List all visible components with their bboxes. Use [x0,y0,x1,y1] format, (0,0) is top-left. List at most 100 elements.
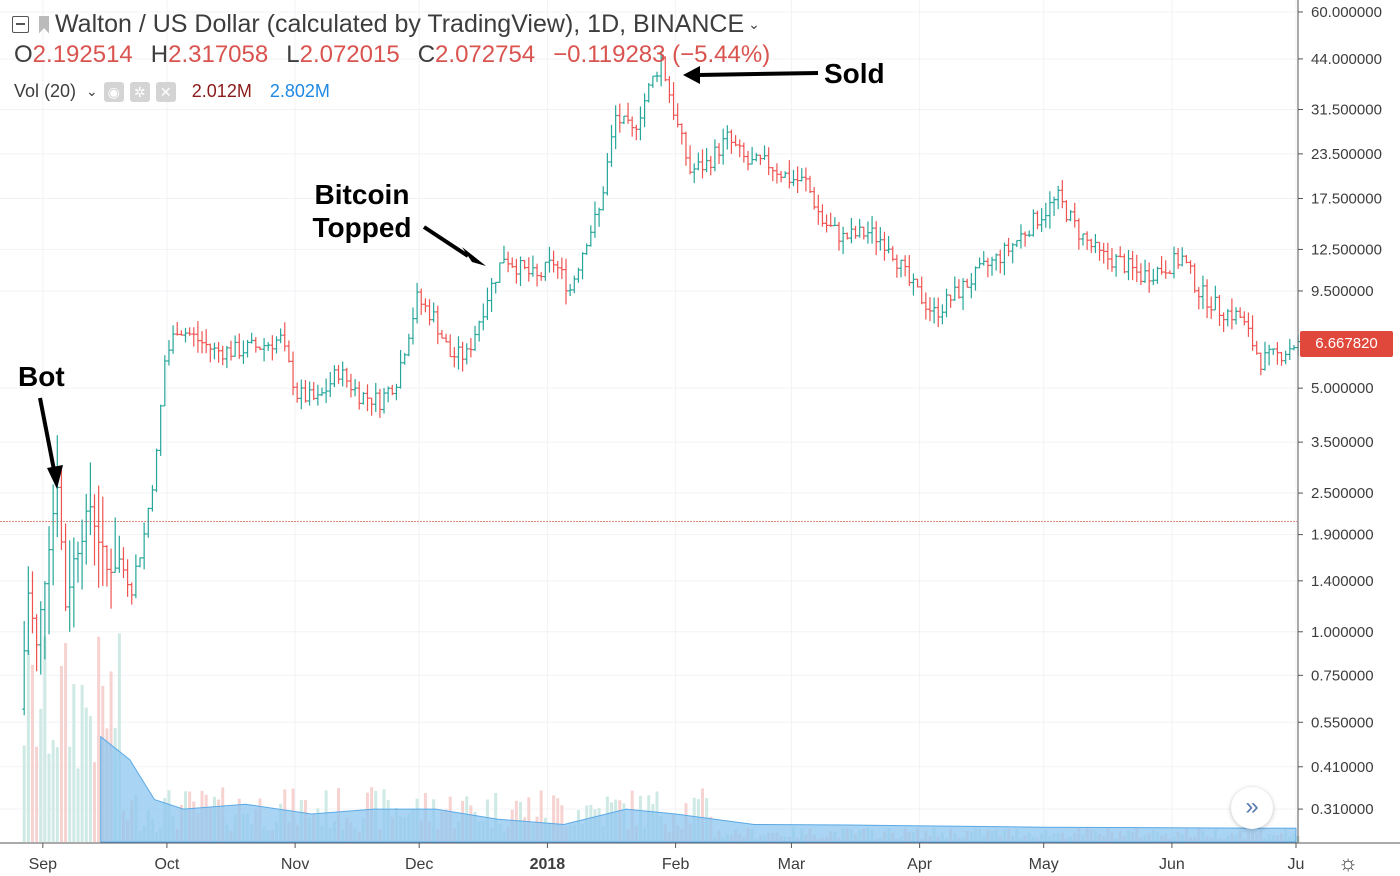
annotation-arrows [38,66,819,489]
ohlc-bar [936,297,941,328]
ohlc-bar [911,273,916,296]
ohlc-bar [592,201,597,238]
ohlc-bar [1267,344,1272,366]
ohlc-bar [1163,260,1168,279]
ohlc-bar [1229,298,1234,330]
volume-bar [93,762,97,842]
ohlc-bar [303,379,308,403]
ohlc-bar [485,287,490,321]
chevron-down-icon[interactable]: ⌄ [748,16,760,32]
ohlc-bar [427,299,432,326]
ohlc-bar [646,82,651,103]
ohlc-bar [129,582,134,605]
ohlc-bar [865,221,870,244]
chart-title-row[interactable]: Walton / US Dollar (calculated by Tradin… [12,10,760,39]
ohlc-bar [969,273,974,299]
ohlc-bar [96,485,101,588]
bitcoin-topped-arrowhead [462,247,486,266]
sun-gear-icon[interactable]: ☼ [1338,850,1359,875]
ohlc-bar [907,255,912,286]
ohlc-bar [555,260,560,279]
ohlc-bar [1221,312,1226,333]
chart-title[interactable]: Walton / US Dollar (calculated by Tradin… [55,10,745,38]
ohlc-bar [712,139,717,172]
ohlc-bar [1118,246,1123,258]
ohlc-bar [559,257,564,279]
bot-arrow [38,397,56,471]
ohlc-bar [1283,350,1288,365]
ohlc-bar [820,204,825,227]
ohlc-bar [340,361,345,387]
ohlc-bar [220,345,225,366]
low-value: 2.072015 [299,41,400,68]
ohlc-bar [539,272,544,281]
volume-legend[interactable]: Vol (20) ⌄ ◉ ✲ ✕ 2.012M 2.802M [14,81,330,102]
ohlc-bar [398,349,403,389]
eye-icon[interactable]: ◉ [103,81,124,102]
ohlc-bar [510,257,515,268]
ohlc-bar [857,218,862,238]
ohlc-bar [262,338,267,362]
double-chevron-right-icon[interactable]: » [1231,787,1273,829]
price-tick-label: 17.500000 [1311,190,1382,207]
price-tick-label: 1.900000 [1311,527,1374,544]
ohlc-bar [154,448,159,493]
ohlc-bar [452,347,457,368]
ohlc-bar [448,334,453,358]
time-axis[interactable]: Sep Oct Nov Dec 2018 Feb Mar Apr May Jun Ju [29,843,1305,873]
volume-bar [556,798,560,842]
volume-bar [76,768,80,842]
volume-bar [97,636,101,842]
close-label: C [417,41,436,68]
time-tick-label: Apr [907,856,933,873]
ohlc-bar [175,322,180,336]
ohlc-bar [985,257,990,278]
ohlc-bar [444,333,449,343]
ohlc-bar [117,535,122,573]
ohlc-bar [721,128,726,165]
ohlc-bar [382,387,387,414]
ohlc-bar [224,345,229,369]
ohlc-bar [1006,237,1011,257]
close-icon[interactable]: ✕ [155,81,176,102]
ohlc-bar [1151,268,1156,286]
ohlc-bar [1027,230,1032,238]
ohlc-bar [977,257,982,269]
ohlc-bar [423,298,428,313]
volume-bar [39,708,43,842]
volume-indicator-label[interactable]: Vol (20) [14,81,77,101]
ohlc-bar [998,249,1003,274]
ohlc-bar [940,304,945,325]
ohlc-bar [692,163,697,184]
gear-icon[interactable]: ✲ [129,81,150,102]
ohlc-bar [229,340,233,361]
ohlc-bar [1271,348,1276,355]
ohlc-bar [237,333,242,359]
ohlc-bar [812,186,817,210]
ohlc-bar [501,245,506,264]
ohlc-bar [200,331,205,354]
ohlc-bar [576,267,581,283]
ohlc-bar [522,260,527,270]
ohlc-bar [762,145,767,160]
flag-icon[interactable] [39,15,49,34]
ohlc-bar [84,493,89,565]
ohlc-bar [1184,255,1189,264]
price-tick-label: 60.000000 [1311,4,1382,21]
ohlc-bar [1171,246,1176,279]
price-tick-label: 0.410000 [1311,759,1374,776]
ohlc-bar [1014,239,1019,248]
ohlc-bar [961,278,966,311]
ohlc-bar [874,221,879,256]
ohlc-bar [758,154,763,165]
ohlc-bar [1180,247,1185,267]
collapse-icon[interactable] [12,16,29,33]
ohlc-bar [100,496,105,587]
ohlc-bar [435,305,440,345]
ohlc-bar [67,540,72,632]
price-axis[interactable]: 60.000000 44.000000 31.500000 23.500000 17.5… [1298,4,1382,818]
ohlc-bar [473,325,478,351]
chevron-down-icon[interactable]: ⌄ [86,83,98,99]
ohlc-bar [1213,285,1218,311]
